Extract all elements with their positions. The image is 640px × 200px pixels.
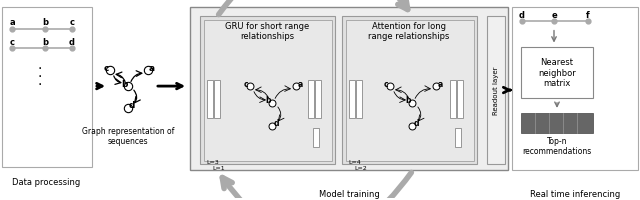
Text: ·: · (38, 62, 42, 76)
Text: a: a (298, 79, 303, 88)
Text: b: b (121, 79, 127, 88)
Bar (349, 81, 355, 118)
Bar (521, 113, 593, 133)
Bar (521, 47, 593, 98)
Bar (487, 17, 505, 164)
Text: ·: · (38, 70, 42, 84)
Text: Graph representation of
sequences: Graph representation of sequences (82, 126, 174, 145)
Text: c: c (10, 37, 15, 46)
FancyArrowPatch shape (222, 173, 412, 200)
Bar (207, 81, 213, 118)
Text: Model training: Model training (319, 189, 380, 198)
Text: Readout layer: Readout layer (493, 66, 499, 115)
Text: L=4: L=4 (348, 160, 361, 165)
Bar (2, 8, 92, 167)
Bar (200, 17, 335, 164)
Bar (204, 21, 332, 162)
FancyArrowPatch shape (219, 0, 408, 15)
Text: GRU for short range
relationships: GRU for short range relationships (225, 22, 309, 41)
Text: b: b (405, 96, 411, 105)
Text: Data processing: Data processing (12, 177, 80, 186)
Text: a: a (437, 79, 443, 88)
Text: d: d (413, 119, 419, 128)
Text: b: b (42, 37, 48, 46)
Text: ·: · (38, 78, 42, 92)
Text: b: b (42, 18, 48, 27)
Bar (308, 81, 314, 118)
Bar (457, 81, 463, 118)
Bar (356, 81, 362, 118)
Text: b: b (265, 96, 271, 105)
Bar (346, 21, 474, 162)
Text: e: e (551, 11, 557, 20)
Text: L=2: L=2 (354, 165, 367, 170)
Text: d: d (519, 11, 525, 20)
Text: c: c (103, 63, 109, 72)
Text: c: c (384, 79, 388, 88)
Bar (455, 128, 461, 148)
Text: Real time inferencing: Real time inferencing (530, 189, 620, 198)
Bar (315, 81, 321, 118)
Bar (214, 81, 220, 118)
Bar (512, 8, 638, 170)
Text: Nearest
neighbor
matrix: Nearest neighbor matrix (538, 58, 576, 88)
Text: Attention for long
range relationships: Attention for long range relationships (368, 22, 450, 41)
Text: d: d (69, 37, 75, 46)
Text: d: d (129, 101, 135, 110)
Text: L=3: L=3 (206, 160, 219, 165)
Text: a: a (9, 18, 15, 27)
Text: c: c (70, 18, 74, 27)
Text: d: d (273, 119, 279, 128)
Text: L=1: L=1 (212, 165, 225, 170)
Bar (450, 81, 456, 118)
Bar (342, 17, 477, 164)
Bar (313, 128, 319, 148)
Bar (190, 8, 508, 170)
Text: Top-n
recommendations: Top-n recommendations (522, 136, 591, 155)
Text: a: a (149, 63, 155, 72)
Text: f: f (586, 11, 590, 20)
Text: c: c (244, 79, 248, 88)
